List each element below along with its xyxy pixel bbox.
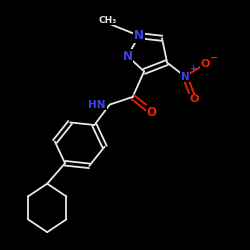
Text: N: N xyxy=(180,72,189,82)
Text: O: O xyxy=(201,59,210,69)
Text: +: + xyxy=(189,64,196,74)
Text: HN: HN xyxy=(88,100,106,110)
Text: O: O xyxy=(189,94,198,104)
Text: O: O xyxy=(147,106,157,119)
Text: CH₃: CH₃ xyxy=(98,16,116,25)
Text: −: − xyxy=(210,52,218,62)
Text: N: N xyxy=(134,29,144,42)
Text: N: N xyxy=(122,50,132,62)
